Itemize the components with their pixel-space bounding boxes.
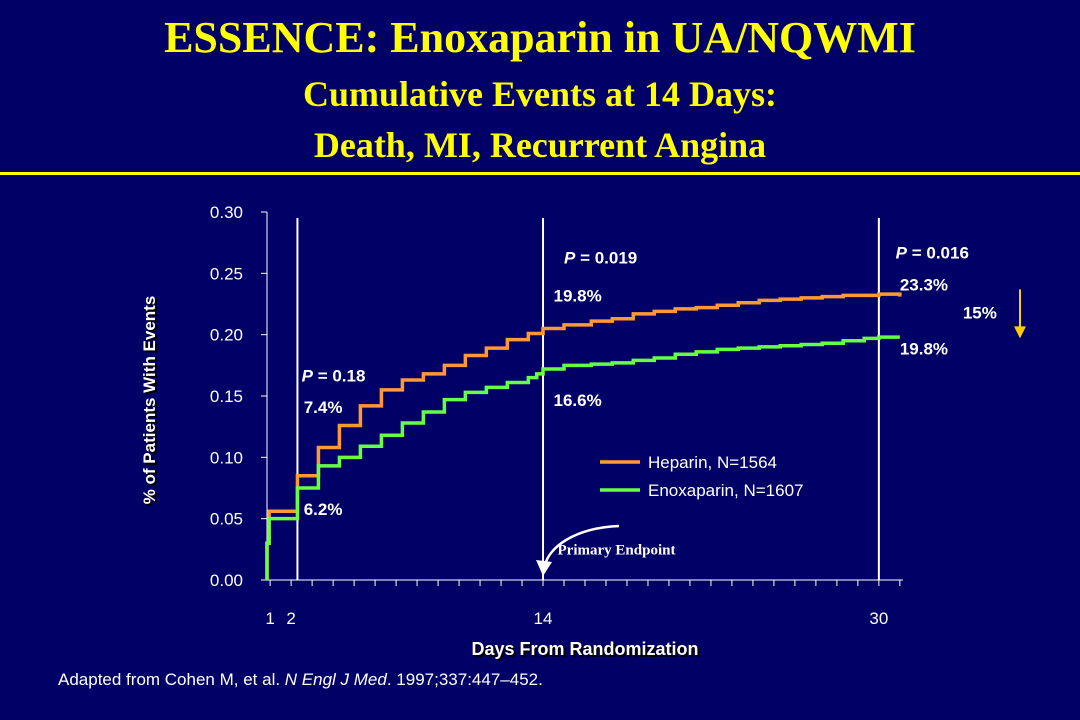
p-value: = 0.18 (313, 366, 365, 385)
annotation-p-day30: P = 0.016 (896, 244, 969, 263)
x-axis-title-shadow: Days From Randomization (473, 641, 700, 661)
chart-subtitle-line1: Cumulative Events at 14 Days: (303, 74, 777, 114)
y-tick-label: 0.30 (210, 203, 243, 222)
annotation-enox-day2: 6.2% (304, 500, 343, 519)
primary-endpoint-arrowhead (536, 560, 553, 576)
annotation-enox-day14: 16.6% (554, 391, 602, 410)
y-axis-title-shadow: % of Patients With Events (142, 298, 161, 507)
y-tick-label: 0.00 (210, 571, 243, 590)
axes: 0.00 0.05 0.10 0.15 0.20 0.25 0.30 1 2 14 30 Days F… (140, 203, 903, 661)
reduction-arrow-head (1014, 326, 1026, 339)
annotation-hep-day2: 7.4% (304, 398, 343, 417)
citation-suffix: . 1997;337:447–452. (386, 670, 543, 689)
annotation-p-day14: P = 0.019 (564, 249, 637, 268)
x-tick-label: 2 (286, 609, 295, 628)
series (265, 292, 902, 580)
annotation-hep-day30: 23.3% (900, 276, 948, 295)
citation-journal: N Engl J Med (284, 670, 387, 689)
p-value: = 0.019 (575, 249, 637, 268)
y-axis-title: % of Patients With Events (140, 296, 159, 505)
primary-endpoint-arrow (543, 524, 620, 566)
y-tick-label: 0.20 (210, 326, 243, 345)
y-tick-label: 0.15 (210, 387, 243, 406)
title-divider (0, 172, 1080, 175)
citation-prefix: Adapted from Cohen M, et al. (58, 670, 285, 689)
annotation-reduction: 15% (963, 304, 997, 323)
y-tick-label: 0.25 (210, 264, 243, 283)
chart-title: ESSENCE: Enoxaparin in UA/NQWMI (164, 13, 916, 62)
legend-label: Enoxaparin, N=1607 (648, 481, 803, 500)
primary-endpoint-label: Primary Endpoint (558, 542, 676, 558)
annotation-enox-day30: 19.8% (900, 339, 948, 358)
y-tick-label: 0.10 (210, 448, 243, 467)
x-tick-label: 30 (869, 609, 888, 628)
p-symbol: P (896, 244, 908, 263)
y-tick-label: 0.05 (210, 510, 243, 529)
p-symbol: P (564, 249, 576, 268)
x-axis-title: Days From Randomization (471, 639, 698, 659)
x-tick-label: 14 (534, 609, 553, 628)
enoxaparin-series-line (265, 335, 900, 580)
x-tick-label: 1 (265, 609, 274, 628)
annotation-p-day2: P = 0.18 (302, 366, 366, 385)
p-symbol: P (302, 366, 314, 385)
annotation-hep-day14: 19.8% (554, 287, 602, 306)
citation: Adapted from Cohen M, et al. N Engl J Me… (58, 670, 543, 690)
p-value: = 0.016 (907, 244, 969, 263)
chart-subtitle-line2: Death, MI, Recurrent Angina (313, 125, 767, 165)
legend: Heparin, N=1564 Enoxaparin, N=1607 (600, 453, 803, 500)
heparin-series-line (265, 292, 902, 580)
chart-labels: P = 0.18 7.4% 6.2% P = 0.019 19.8% 16.6% P = 0… (302, 244, 1026, 576)
legend-label: Heparin, N=1564 (648, 453, 777, 472)
